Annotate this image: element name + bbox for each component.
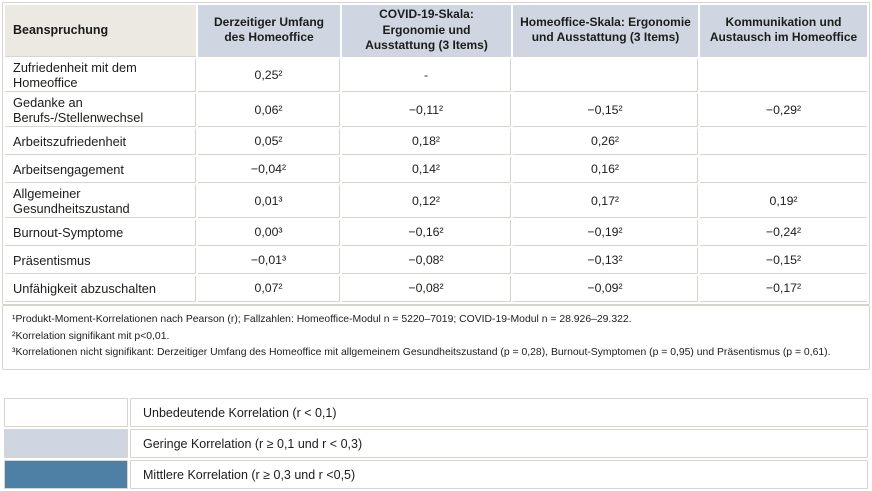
value-cell: 0,07² <box>198 275 340 302</box>
row-label: Allgemeiner Gesundheitszustand <box>5 184 196 218</box>
row-label: Gedanke an Berufs-/Stellenwechsel <box>5 93 196 127</box>
table-row: Burnout-Symptome 0,00³ −0,16² −0,19² −0,… <box>5 219 867 246</box>
value-cell: 0,00³ <box>198 219 340 246</box>
value-cell: 0,31² <box>700 156 867 183</box>
value-cell: 0,26² <box>513 128 698 155</box>
value-cell: −0,09² <box>513 275 698 302</box>
footnote-3: ³Korrelationen nicht signifikant: Derzei… <box>12 347 831 359</box>
value-cell: 0,05² <box>198 128 340 155</box>
table-row: Präsentismus −0,01³ −0,08² −0,13² −0,15² <box>5 247 867 274</box>
legend-swatch-unbedeutend <box>4 398 128 428</box>
column-header-beanspruchung: Beanspruchung <box>5 5 196 57</box>
row-label: Präsentismus <box>5 247 196 274</box>
value-cell: −0,19² <box>513 219 698 246</box>
value-cell: 0,01³ <box>198 184 340 218</box>
table-row: Gedanke an Berufs-/Stellenwechsel 0,06² … <box>5 93 867 127</box>
value-cell: 0,14² <box>342 156 511 183</box>
value-cell: −0,04² <box>198 156 340 183</box>
value-cell: −0,29² <box>700 93 867 127</box>
value-cell: - <box>342 58 511 92</box>
value-cell: −0,17² <box>700 275 867 302</box>
row-label: Zufriedenheit mit dem Homeoffice <box>5 58 196 92</box>
legend-row: Geringe Korrelation (r ≥ 0,1 und r < 0,3… <box>4 429 868 459</box>
value-cell: −0,01³ <box>198 247 340 274</box>
value-cell: 0,12² <box>342 184 511 218</box>
row-label: Arbeitsengagement <box>5 156 196 183</box>
table-row: Arbeitszufriedenheit 0,05² 0,18² 0,26² 0… <box>5 128 867 155</box>
legend-row: Unbedeutende Korrelation (r < 0,1) <box>4 398 868 428</box>
table-row: Arbeitsengagement −0,04² 0,14² 0,16² 0,3… <box>5 156 867 183</box>
value-cell: −0,15² <box>513 93 698 127</box>
value-cell: 0,45² <box>700 128 867 155</box>
column-header-covid-skala: COVID-19-Skala: Ergonomie und Ausstattun… <box>342 5 511 57</box>
table-row: Unfähigkeit abzuschalten 0,07² −0,08² −0… <box>5 275 867 302</box>
correlation-table: Beanspruchung Derzeitiger Umfang des Hom… <box>2 2 870 305</box>
footnote-2: ²Korrelation signifikant mit p<0,01. <box>12 330 170 342</box>
value-cell: −0,13² <box>513 247 698 274</box>
header-row: Beanspruchung Derzeitiger Umfang des Hom… <box>5 5 867 57</box>
footnotes-box: ¹Produkt-Moment-Korrelationen nach Pears… <box>2 304 870 371</box>
value-cell: 0,18² <box>342 128 511 155</box>
value-cell: −0,15² <box>700 247 867 274</box>
table-row: Allgemeiner Gesundheitszustand 0,01³ 0,1… <box>5 184 867 218</box>
table-row: Zufriedenheit mit dem Homeoffice 0,25² -… <box>5 58 867 92</box>
row-label: Unfähigkeit abzuschalten <box>5 275 196 302</box>
value-cell: 0,42² <box>700 58 867 92</box>
row-label: Burnout-Symptome <box>5 219 196 246</box>
color-legend: Unbedeutende Korrelation (r < 0,1) Gerin… <box>2 396 870 491</box>
value-cell: 0,19² <box>700 184 867 218</box>
column-header-umfang-homeoffice: Derzeitiger Umfang des Homeoffice <box>198 5 340 57</box>
value-cell: 0,25² <box>198 58 340 92</box>
footnote-1: ¹Produkt-Moment-Korrelationen nach Pears… <box>12 313 632 325</box>
legend-label-gering: Geringe Korrelation (r ≥ 0,1 und r < 0,3… <box>130 429 868 459</box>
row-label: Arbeitszufriedenheit <box>5 128 196 155</box>
legend-row: Mittlere Korrelation (r ≥ 0,3 und r <0,5… <box>4 460 868 490</box>
legend-label-mittel: Mittlere Korrelation (r ≥ 0,3 und r <0,5… <box>130 460 868 490</box>
legend-swatch-mittel <box>4 460 128 490</box>
legend-label-unbedeutend: Unbedeutende Korrelation (r < 0,1) <box>130 398 868 428</box>
value-cell: −0,08² <box>342 275 511 302</box>
value-cell: 0,17² <box>513 184 698 218</box>
column-header-kommunikation: Kommunikation und Austausch im Homeoffic… <box>700 5 867 57</box>
value-cell: −0,24² <box>700 219 867 246</box>
value-cell: 0,16² <box>513 156 698 183</box>
value-cell: −0,11² <box>342 93 511 127</box>
value-cell: −0,08² <box>342 247 511 274</box>
value-cell: 0,06² <box>198 93 340 127</box>
column-header-homeoffice-skala: Homeoffice-Skala: Ergonomie und Ausstatt… <box>513 5 698 57</box>
value-cell: −0,16² <box>342 219 511 246</box>
value-cell: 0,49² <box>513 58 698 92</box>
